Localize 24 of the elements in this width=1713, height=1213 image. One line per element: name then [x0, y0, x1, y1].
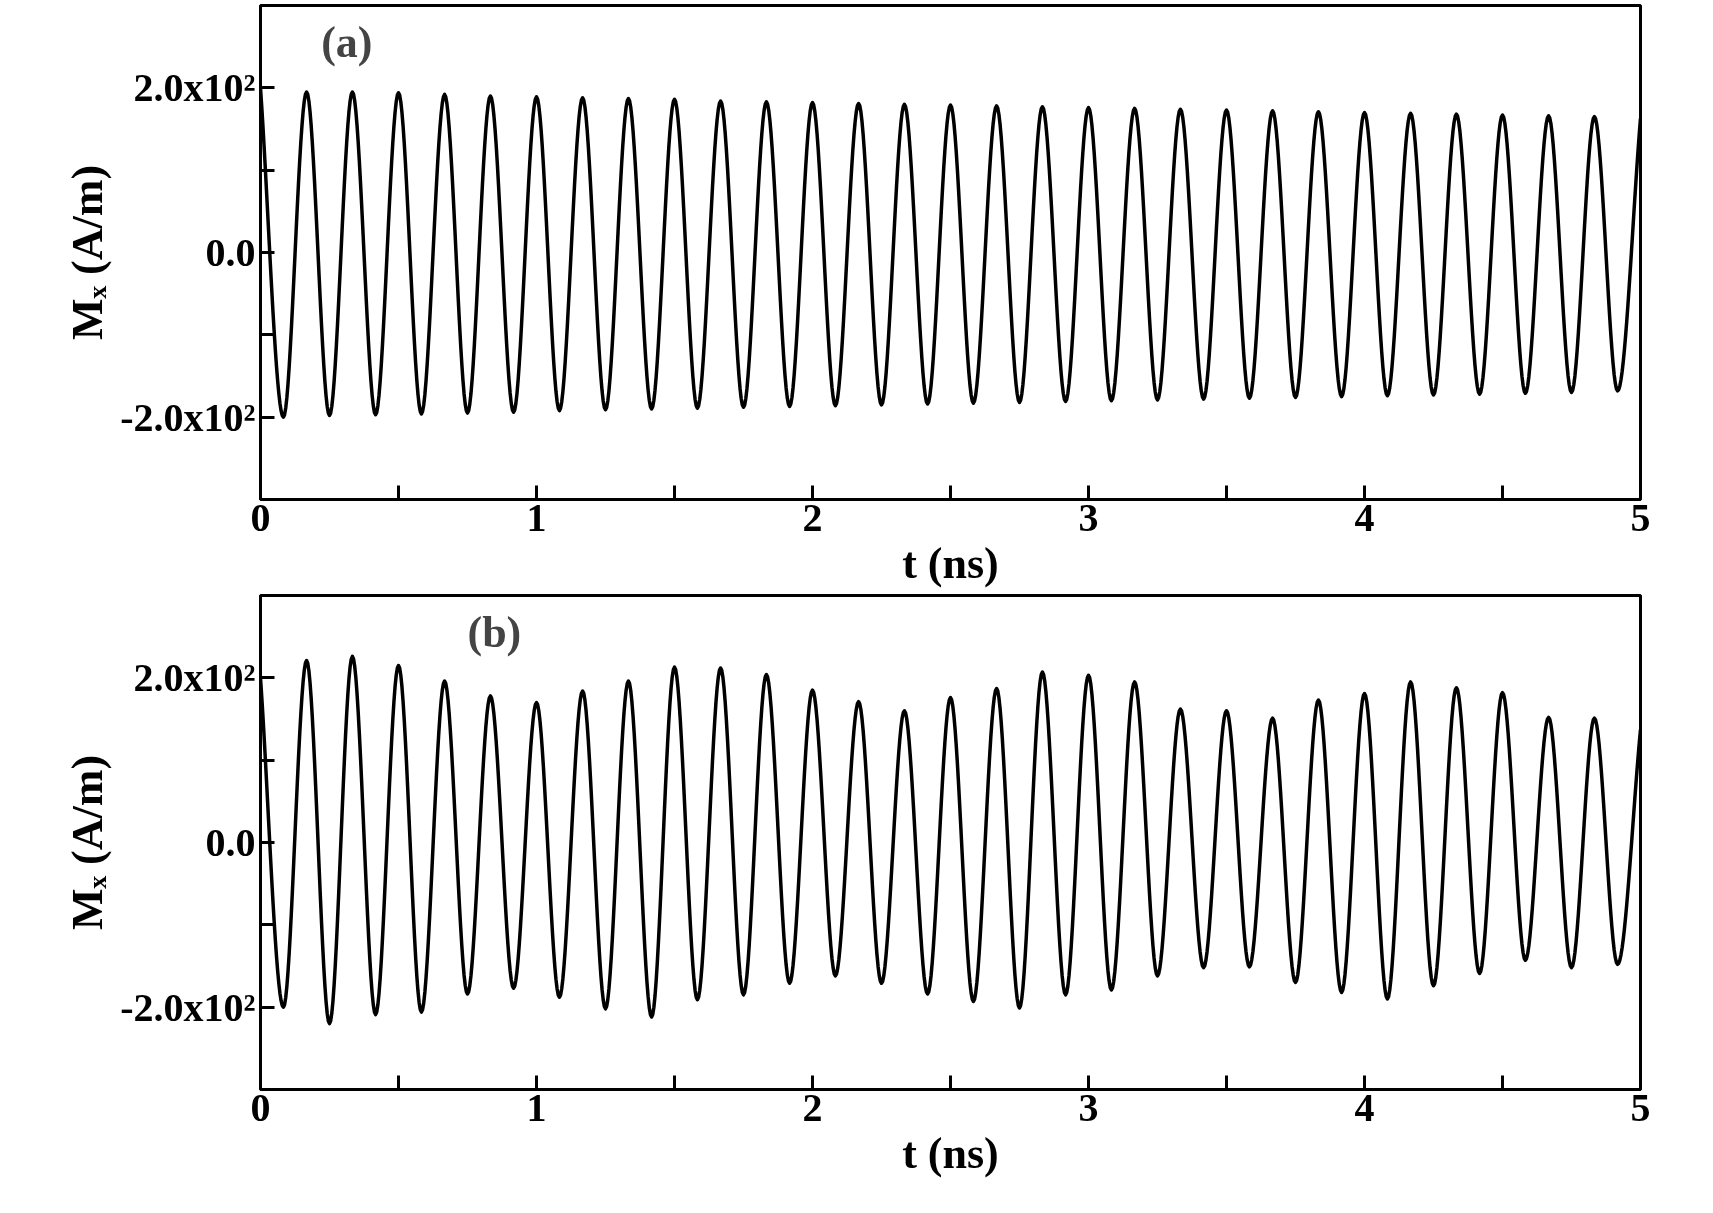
x-tick-label: 5: [1630, 1084, 1651, 1130]
y-tick-label: -2.0x10²: [120, 394, 256, 440]
x-tick-label: 0: [250, 1084, 271, 1130]
y-axis-title: Mₓ (A/m): [63, 754, 113, 931]
x-tick-label: 3: [1078, 1084, 1099, 1130]
x-tick-label: 4: [1354, 1084, 1375, 1130]
x-tick-label: 2: [802, 494, 823, 540]
y-tick-label: 2.0x10²: [133, 655, 256, 701]
x-axis-title: t (ns): [902, 538, 999, 588]
annotation: (a): [321, 17, 373, 67]
annotation: (b): [467, 607, 522, 657]
x-tick-label: 0: [250, 494, 271, 540]
y-axis-title: Mₓ (A/m): [63, 164, 113, 341]
x-tick-label: 3: [1078, 494, 1099, 540]
y-tick-label: -2.0x10²: [120, 984, 256, 1030]
y-tick-label: 0.0: [205, 230, 256, 275]
x-axis-title: t (ns): [902, 1128, 999, 1178]
x-tick-label: 2: [802, 1084, 823, 1130]
x-tick-label: 1: [526, 1084, 547, 1130]
x-tick-label: 4: [1354, 494, 1375, 540]
y-tick-label: 0.0: [205, 820, 256, 865]
x-tick-label: 1: [526, 494, 547, 540]
x-tick-label: 5: [1630, 494, 1651, 540]
y-tick-label: 2.0x10²: [133, 65, 256, 111]
